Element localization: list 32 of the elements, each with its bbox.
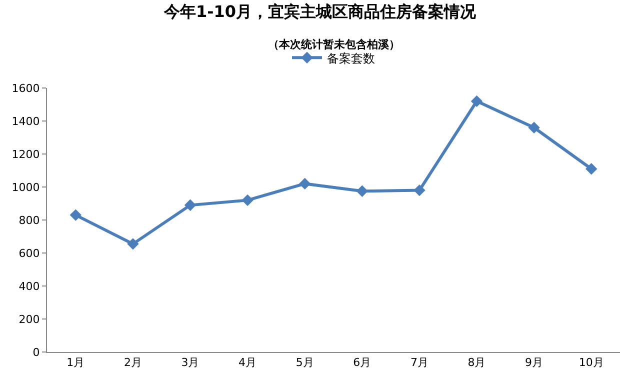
x-tick-label: 7月 [410,356,428,370]
chart-title: 今年1-10月，宜宾主城区商品住房备案情况 [162,2,478,22]
y-tick-label: 400 [18,280,40,293]
x-tick-label: 4月 [238,356,257,370]
point [299,178,311,190]
y-tick-label: 0 [32,346,40,359]
y-tick-label: 1200 [12,148,40,161]
y-tick-label: 1000 [12,180,40,194]
x-tick-label: 2月 [124,356,142,370]
y-tick-label: 1600 [12,82,40,95]
y-tick-label: 800 [18,214,40,227]
legend-label: 备案套数 [327,51,375,66]
point [586,163,598,175]
x-tick-label: 8月 [468,356,486,370]
point [470,95,483,108]
y-tick-label: 1400 [12,114,40,128]
point [356,185,368,197]
point [184,199,196,211]
x-tick-label: 5月 [296,356,314,370]
y-tick-label: 600 [18,246,40,260]
x-tick-label: 6月 [353,356,372,370]
point [127,238,139,250]
chart-subtitle: （本次统计暂未包含柏溪） [268,38,400,51]
point [70,209,82,221]
point [414,184,426,196]
x-tick-label: 9月 [525,356,544,370]
x-tick-label: 3月 [181,356,200,370]
x-tick-label: 10月 [578,356,604,370]
y-tick-label: 200 [18,312,40,326]
point [242,194,254,206]
point [528,122,540,134]
x-tick-label: 1月 [66,356,85,370]
